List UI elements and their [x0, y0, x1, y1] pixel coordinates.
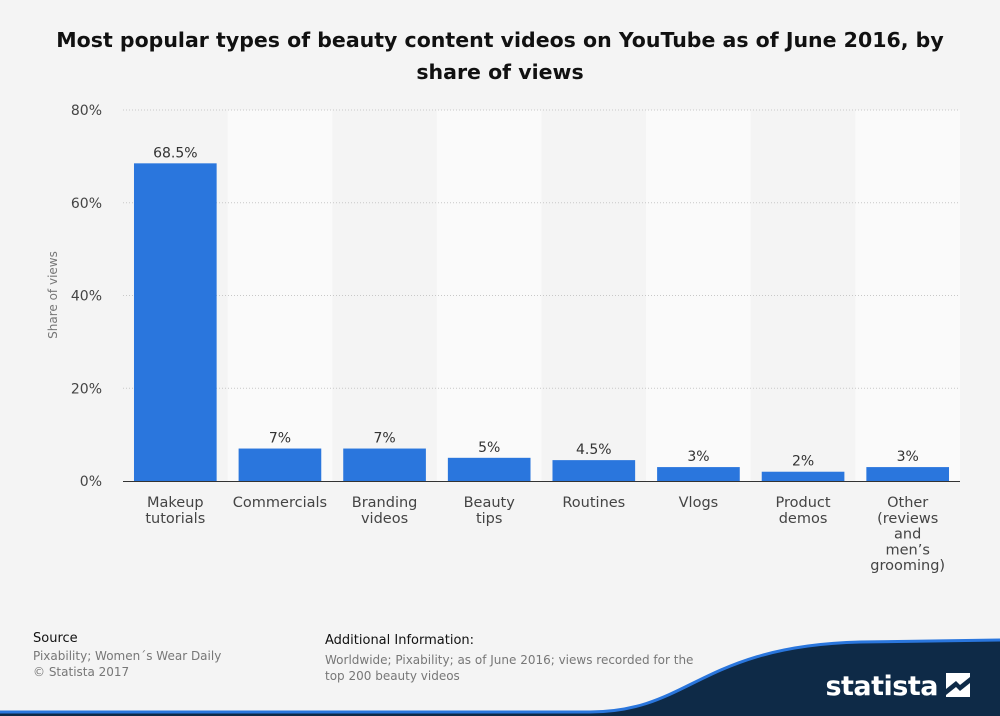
- alternating-bands: [227, 110, 960, 481]
- x-tick-label: Vlogs: [679, 495, 719, 511]
- x-tick-label: Makeup tutorials: [145, 495, 205, 527]
- value-label: 3%: [897, 449, 919, 465]
- source-label: Source: [33, 631, 78, 646]
- x-tick-label: Other (reviews and men’s grooming): [870, 495, 945, 574]
- y-tick-label: 20%: [71, 381, 102, 397]
- bar: [866, 467, 950, 481]
- statista-logo-icon[interactable]: [946, 673, 970, 697]
- additional-info-label: Additional Information:: [325, 633, 475, 648]
- value-label: 68.5%: [153, 145, 197, 161]
- y-tick-label: 80%: [71, 103, 102, 119]
- additional-info-line-1: Worldwide; Pixability; as of June 2016; …: [325, 653, 694, 667]
- value-label: 4.5%: [576, 442, 612, 458]
- x-tick-label: Commercials: [233, 495, 327, 511]
- source-line-2: © Statista 2017: [33, 665, 130, 679]
- y-tick-label: 60%: [71, 196, 102, 212]
- bar: [657, 467, 740, 481]
- x-tick-label: Branding videos: [352, 495, 418, 527]
- y-tick-label: 0%: [80, 474, 102, 490]
- bar: [552, 460, 636, 481]
- value-label: 7%: [269, 431, 291, 447]
- bar: [133, 163, 217, 482]
- x-axis-ticks: Makeup tutorials Commercials Branding videos…: [145, 495, 945, 574]
- y-tick-label: 40%: [71, 289, 102, 305]
- bar: [761, 471, 845, 481]
- chart-title: Most popular types of beauty content vid…: [56, 28, 944, 84]
- value-label: 7%: [373, 431, 395, 447]
- x-tick-label: Product demos: [776, 495, 831, 527]
- y-axis-ticks: 0% 20% 40% 60% 80%: [71, 103, 102, 490]
- statista-logo-text[interactable]: statista: [825, 671, 938, 702]
- value-label: 2%: [792, 454, 814, 470]
- x-tick-label: Routines: [562, 495, 625, 511]
- additional-info-line-2: top 200 beauty videos: [325, 669, 460, 683]
- bar-chart: 0% 20% 40% 60% 80% Share of views 68.5% 7% 7% 5…: [46, 103, 960, 574]
- bar: [343, 448, 426, 481]
- source-line-1[interactable]: Pixability; Women´s Wear Daily: [33, 649, 222, 663]
- y-axis-label: Share of views: [46, 251, 60, 339]
- background-band: [855, 110, 960, 481]
- bar: [238, 448, 322, 481]
- bars: [133, 163, 950, 482]
- bar: [447, 457, 531, 481]
- value-label: 5%: [478, 440, 500, 456]
- brand-wave: [0, 638, 1000, 716]
- value-labels: 68.5% 7% 7% 5% 4.5% 3% 2% 3%: [153, 145, 919, 469]
- value-label: 3%: [687, 449, 709, 465]
- x-tick-label: Beauty tips: [464, 495, 516, 527]
